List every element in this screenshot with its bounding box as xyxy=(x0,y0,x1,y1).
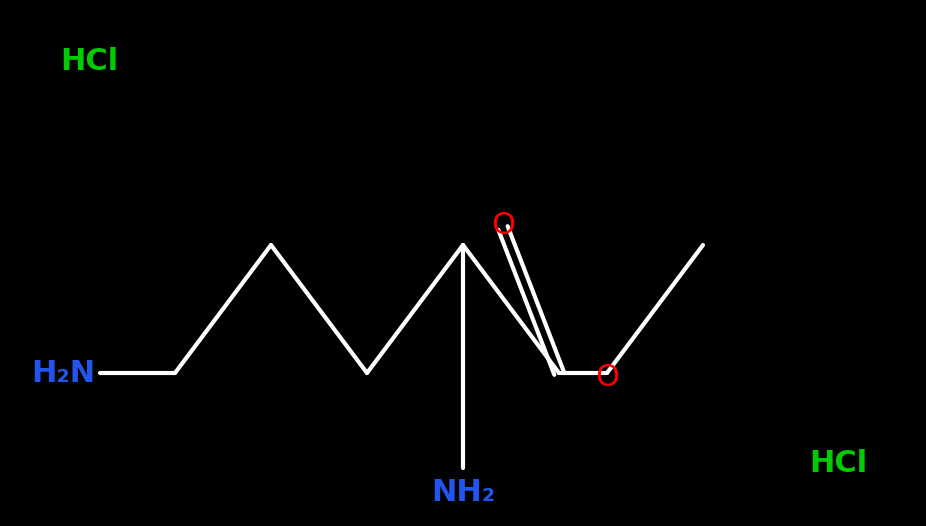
Text: H₂N: H₂N xyxy=(31,359,95,388)
Text: HCl: HCl xyxy=(60,47,119,76)
Text: HCl: HCl xyxy=(809,449,868,478)
Text: O: O xyxy=(491,210,515,239)
Text: NH₂: NH₂ xyxy=(431,478,495,507)
Text: O: O xyxy=(595,363,619,392)
